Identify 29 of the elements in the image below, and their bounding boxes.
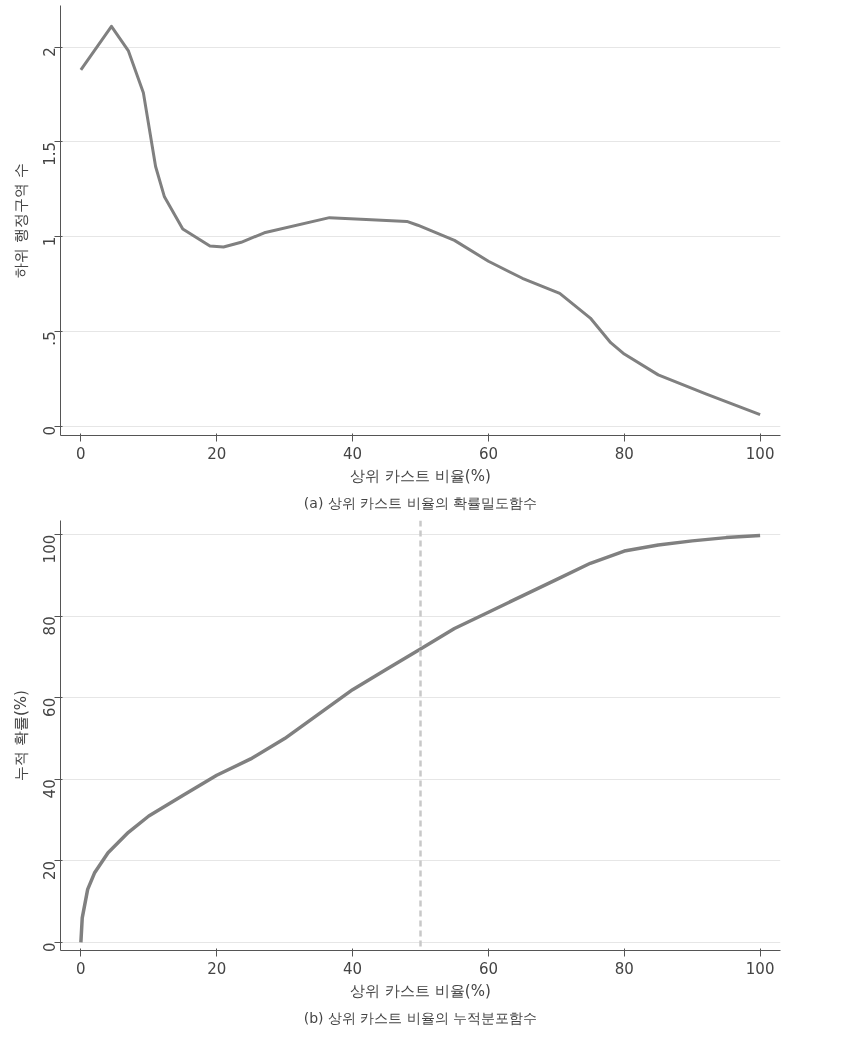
text: (b) 상위 카스트 비율의 누적분포함수 (303, 1009, 538, 1026)
y-tick-label: 2 (41, 47, 60, 57)
x-tick-label: 40 (343, 444, 363, 463)
y-tick-label: .5 (41, 331, 60, 346)
y-axis-title: 누적 확률(%) (11, 690, 30, 781)
y-tick-label: 0 (41, 426, 60, 436)
x-tick-label: 100 (745, 959, 775, 978)
y-tick-label: 60 (41, 697, 60, 717)
y-tick-label: 80 (41, 616, 60, 636)
x-tick-label: 80 (614, 959, 634, 978)
y-tick-label: 1 (41, 236, 60, 247)
x-tick-label: 80 (614, 444, 634, 463)
x-tick-label: 20 (207, 959, 227, 978)
y-tick-label: 40 (41, 779, 60, 799)
x-axis-title: 상위 카스트 비율(%) (350, 466, 491, 485)
x-tick-label: 100 (745, 444, 775, 463)
y-tick-label: 100 (41, 534, 60, 564)
x-tick-label: 20 (207, 444, 227, 463)
y-tick-label: 1.5 (41, 141, 60, 166)
x-axis-title: 상위 카스트 비율(%) (350, 981, 491, 1000)
x-tick-label: 60 (478, 444, 498, 463)
y-tick-label: 20 (41, 860, 60, 880)
x-tick-label: 40 (343, 959, 363, 978)
text: (a) 상위 카스트 비율의 확률밀도함수 (303, 494, 538, 511)
x-tick-label: 0 (76, 959, 86, 978)
x-tick-label: 0 (76, 444, 86, 463)
y-tick-label: 0 (41, 942, 60, 952)
y-axis-title: 하위 행정구역 수 (11, 163, 30, 278)
x-tick-label: 60 (478, 959, 498, 978)
